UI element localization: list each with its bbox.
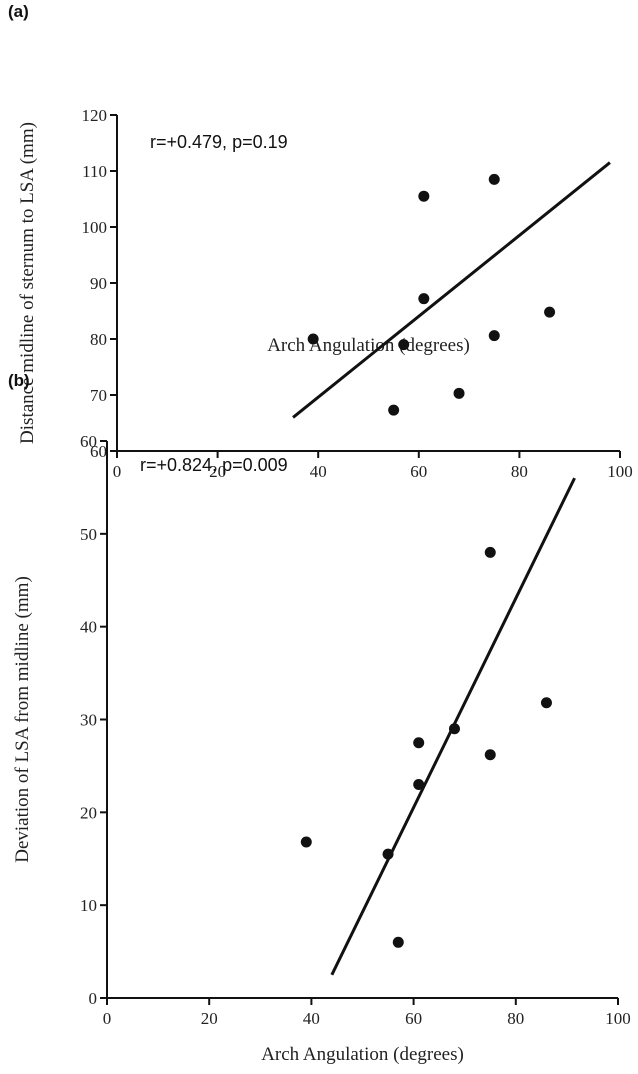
chart-a-y-tick-label: 90	[90, 274, 107, 293]
chart-a-x-tick-label: 60	[410, 462, 427, 481]
chart-b-data-point	[413, 778, 425, 790]
chart-a-x-tick-label: 80	[511, 462, 528, 481]
chart-a-data-point	[418, 293, 430, 305]
chart-a-data-point	[418, 190, 430, 202]
chart-a-y-tick-label: 120	[82, 106, 108, 125]
chart-b-y-tick-label: 20	[80, 803, 97, 822]
chart-b-data-point	[392, 936, 404, 948]
chart-b-x-tick-label: 80	[507, 1009, 524, 1028]
chart-a-annotation: r=+0.479, p=0.19	[150, 132, 288, 152]
chart-a-data-point	[544, 306, 556, 318]
chart-b-y-axis-title: Deviation of LSA from midline (mm)	[12, 576, 33, 863]
chart-b: 0 20 40 60 80 100 0 10 20 30 40 50 60 Arch Angulation…	[12, 432, 631, 1065]
chart-b-data-point	[448, 723, 460, 735]
chart-a-y-tick-label: 100	[82, 218, 108, 237]
chart-b-data-point	[413, 737, 425, 749]
chart-b-data-point	[540, 697, 552, 709]
chart-b-x-tick-label: 40	[303, 1009, 320, 1028]
chart-a-trendline	[292, 161, 611, 419]
chart-b-data-point	[484, 546, 496, 558]
chart-b-annotation: r=+0.824, p=0.009	[140, 455, 288, 475]
chart-a-y-axis-title: Distance midline of sternum to LSA (mm)	[17, 122, 38, 444]
panel-b-label: (b)	[8, 371, 30, 390]
chart-a-x-tick-label: 100	[607, 462, 633, 481]
chart-a-data-point	[453, 387, 465, 399]
chart-b-y-tick-label: 0	[89, 989, 98, 1008]
chart-b-data-point	[382, 848, 394, 860]
chart-b-data-point	[484, 749, 496, 761]
chart-b-y-tick-label: 30	[80, 711, 97, 730]
chart-b-y-tick-label: 40	[80, 618, 97, 637]
chart-b-x-tick-label: 60	[405, 1009, 422, 1028]
chart-a-y-tick-label: 110	[82, 162, 107, 181]
panel-a-label: (a)	[8, 2, 29, 21]
chart-b-x-tick-label: 0	[103, 1009, 112, 1028]
chart-a-data-point	[398, 339, 410, 351]
chart-b-y-tick-label: 50	[80, 525, 97, 544]
chart-b-x-axis-title: Arch Angulation (degrees)	[261, 1044, 464, 1065]
chart-a-data-point	[388, 404, 400, 416]
chart-a-data-point	[307, 333, 319, 345]
chart-b-x-tick-label: 100	[605, 1009, 631, 1028]
chart-a-x-tick-label: 0	[113, 462, 122, 481]
chart-a-data-point	[488, 330, 500, 342]
chart-b-x-tick-label: 20	[201, 1009, 218, 1028]
chart-a-y-tick-label: 70	[90, 386, 107, 405]
chart-a-y-tick-label: 80	[90, 330, 107, 349]
chart-a-x-tick-label: 20	[209, 462, 226, 481]
chart-a-data-point	[488, 173, 500, 185]
chart-b-data-point	[300, 836, 312, 848]
chart-b-y-tick-label: 10	[80, 896, 97, 915]
chart-b-y-tick-label: 60	[80, 432, 97, 451]
chart-a-y-tick-label: 60	[90, 442, 107, 461]
chart-a-x-tick-label: 40	[310, 462, 327, 481]
